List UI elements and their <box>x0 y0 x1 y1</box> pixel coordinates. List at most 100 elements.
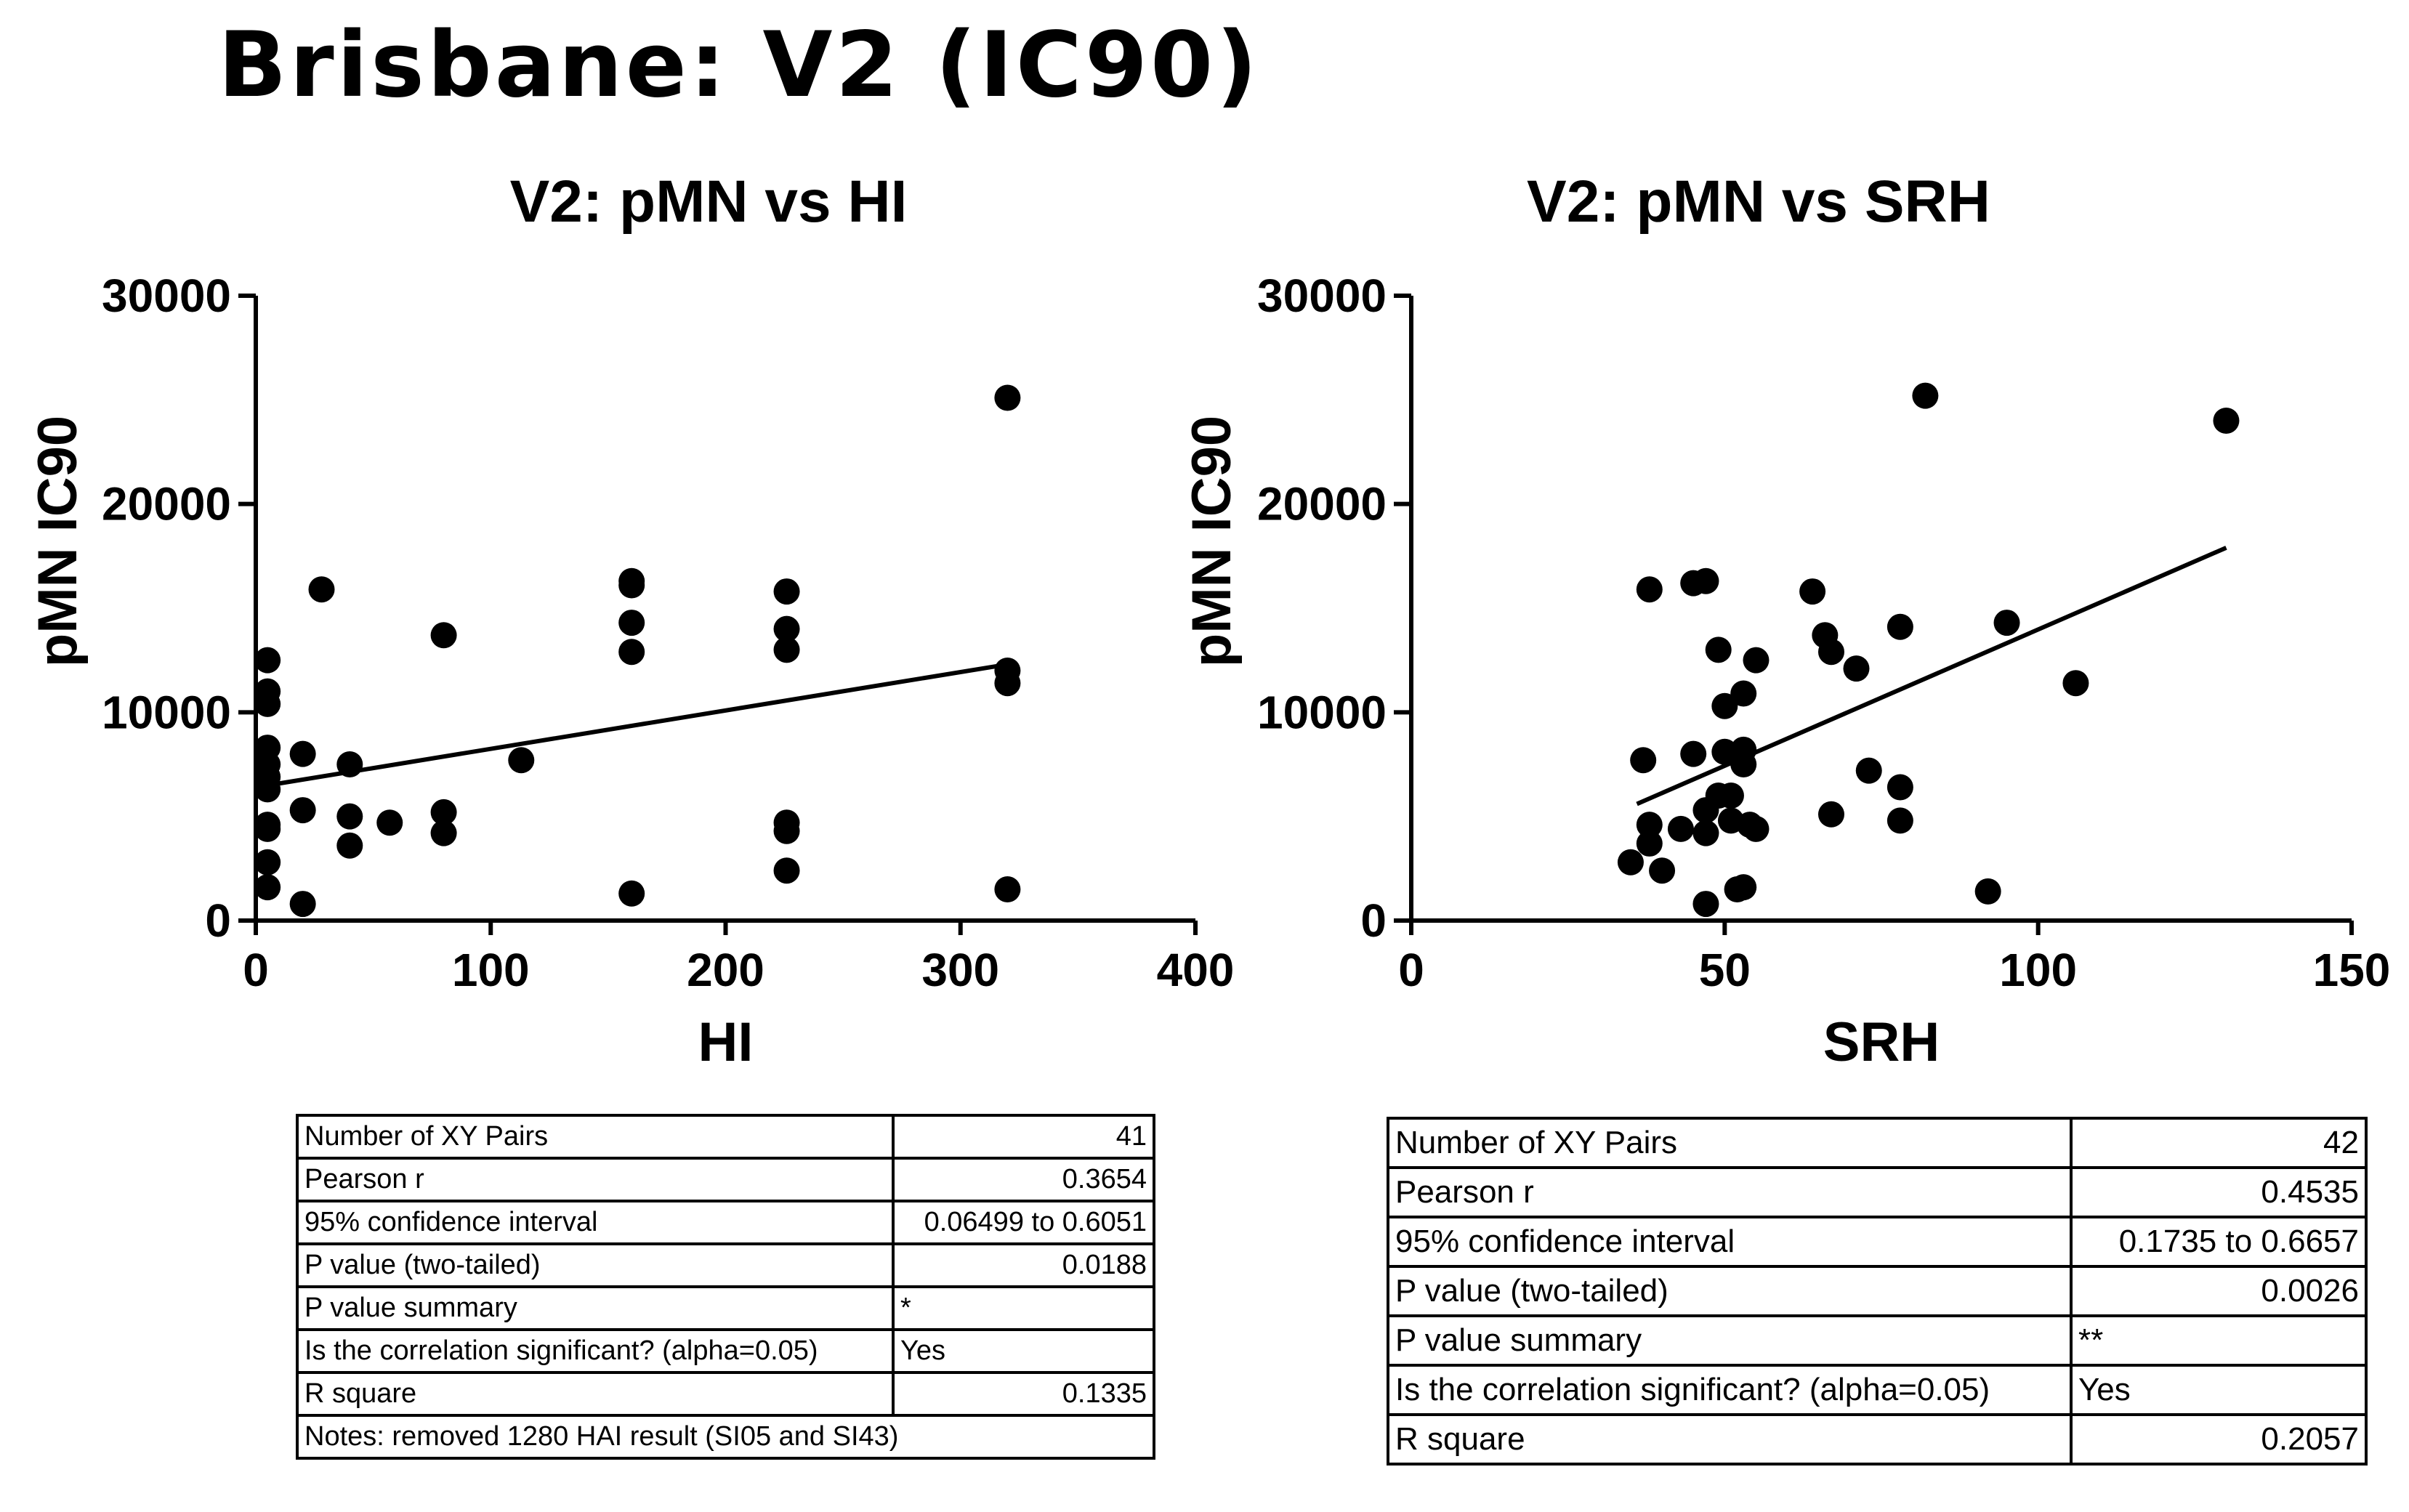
stats-srh-value: 42 <box>2070 1117 2368 1169</box>
stats-srh-value: 0.0026 <box>2070 1265 2368 1317</box>
chart2-x-tick-label: 150 <box>2313 944 2391 996</box>
stats-srh-row: 95% confidence interval 0.1735 to 0.6657 <box>1387 1216 2368 1268</box>
chart2-data-point <box>1887 613 1913 640</box>
chart2-data-point <box>1636 576 1663 603</box>
chart2-data-point <box>1692 891 1719 918</box>
chart2-data-point <box>1817 801 1844 828</box>
stats-hi-label: Number of XY Pairs <box>296 1114 895 1160</box>
stats-hi-label: R square <box>296 1371 895 1417</box>
chart1-data-point <box>430 820 457 846</box>
chart1-data-point <box>308 576 335 603</box>
chart2-x-tick-label: 50 <box>1699 944 1751 996</box>
stats-srh-value: ** <box>2070 1314 2368 1367</box>
chart1-y-tick-label: 20000 <box>102 478 231 530</box>
chart1-data-point <box>430 799 457 825</box>
chart1-data-point <box>254 874 281 901</box>
chart1-data-point <box>254 690 281 717</box>
stats-srh-row: Pearson r 0.4535 <box>1387 1166 2368 1218</box>
chart2-y-tick-label: 0 <box>1360 894 1387 947</box>
stats-srh-label: 95% confidence interval <box>1387 1216 2073 1268</box>
chart2-data-point <box>1743 647 1770 674</box>
chart2-x-tick-label: 0 <box>1398 944 1424 996</box>
stats-srh-value: Yes <box>2070 1364 2368 1416</box>
chart1-data-point <box>289 797 316 824</box>
chart2-group: V2: pMN vs SRH 0 50 100 150 0 10000 20000 30000 S… <box>1181 169 2390 1073</box>
chart2-data-point <box>1887 774 1913 801</box>
chart1-data-point <box>254 776 281 803</box>
chart2-data-point <box>1617 849 1644 876</box>
chart1-data-point <box>994 670 1021 697</box>
chart1-y-axis-label: pMN IC90 <box>27 416 89 667</box>
chart2-data-point <box>1974 878 2001 905</box>
chart1-x-tick-label: 200 <box>687 944 764 996</box>
stats-srh-value: 0.2057 <box>2070 1413 2368 1465</box>
chart1-data-point <box>336 751 363 777</box>
chart1-group: V2: pMN vs HI 0 100 200 300 400 0 10000 20000 300… <box>27 169 1234 1073</box>
chart2-data-point <box>1912 382 1939 409</box>
correlation-table-hi: Number of XY Pairs 41 Pearson r 0.3654 95% c… <box>296 1114 1155 1460</box>
chart1-x-tick-label: 0 <box>243 944 269 996</box>
stats-hi-label: P value (two-tailed) <box>296 1242 895 1288</box>
chart2-data-point <box>1993 610 2020 636</box>
chart1-data-point <box>376 809 403 836</box>
chart2-y-axis-label: pMN IC90 <box>1181 416 1243 667</box>
stats-hi-value: 0.0188 <box>892 1242 1155 1288</box>
chart2-data-point <box>1711 692 1738 719</box>
stats-srh-row: Is the correlation significant? (alpha=0… <box>1387 1364 2368 1416</box>
chart1-data-point <box>773 578 800 605</box>
chart2-data-point <box>1692 820 1719 846</box>
chart1-data-point <box>773 817 800 844</box>
stats-hi-value: * <box>892 1285 1155 1331</box>
chart2-data-point <box>1667 815 1694 842</box>
chart2-x-tick-label: 100 <box>1999 944 2077 996</box>
chart2-data-point <box>1730 874 1757 901</box>
chart1-data-point <box>336 832 363 859</box>
chart1-data-point <box>773 857 800 884</box>
chart1-data-point <box>618 639 645 666</box>
chart1-data-point <box>994 384 1021 411</box>
chart2-data-point <box>1717 783 1744 809</box>
chart1-data-point <box>336 803 363 830</box>
chart1-data-point <box>618 572 645 599</box>
stats-srh-value: 0.1735 to 0.6657 <box>2070 1216 2368 1268</box>
stats-hi-row: P value summary * <box>296 1285 1155 1331</box>
chart1-data-point <box>289 891 316 918</box>
stats-hi-row: P value (two-tailed) 0.0188 <box>296 1242 1155 1288</box>
stats-srh-label: Is the correlation significant? (alpha=0… <box>1387 1364 2073 1416</box>
chart2-data-point <box>1817 639 1844 666</box>
chart1-data-point <box>254 815 281 842</box>
chart2-y-tick-label: 20000 <box>1257 478 1387 530</box>
stats-hi-value: 0.1335 <box>892 1371 1155 1417</box>
page-title: Brisbane: V2 (IC90) <box>218 13 1261 118</box>
stats-srh-label: R square <box>1387 1413 2073 1465</box>
chart1-x-axis-label: HI <box>698 1011 754 1073</box>
stats-hi-row: Pearson r 0.3654 <box>296 1157 1155 1202</box>
stats-hi-notes-row: Notes: removed 1280 HAI result (SI05 and… <box>296 1414 1155 1460</box>
chart1-data-point <box>289 740 316 767</box>
stats-hi-value: 41 <box>892 1114 1155 1160</box>
stats-srh-label: P value summary <box>1387 1314 2073 1367</box>
chart1-data-point <box>773 636 800 663</box>
stats-hi-notes: Notes: removed 1280 HAI result (SI05 and… <box>296 1414 1155 1460</box>
chart1-y-tick-label: 10000 <box>102 686 231 738</box>
chart2-data-point <box>1649 857 1676 884</box>
stats-hi-row: R square 0.1335 <box>296 1371 1155 1417</box>
chart2-title: V2: pMN vs SRH <box>1527 169 1990 235</box>
chart2-data-point <box>1799 578 1826 605</box>
chart2-data-point <box>1692 567 1719 594</box>
stats-hi-row: Is the correlation significant? (alpha=0… <box>296 1328 1155 1374</box>
chart2-data-point <box>1887 807 1913 834</box>
stats-srh-label: P value (two-tailed) <box>1387 1265 2073 1317</box>
chart1-x-tick-label: 400 <box>1157 944 1235 996</box>
chart2-data-point <box>2213 408 2240 434</box>
stats-srh-row: Number of XY Pairs 42 <box>1387 1117 2368 1169</box>
stats-srh-label: Number of XY Pairs <box>1387 1117 2073 1169</box>
chart2-data-point <box>1680 740 1707 767</box>
correlation-table-srh: Number of XY Pairs 42 Pearson r 0.4535 95% c… <box>1387 1117 2368 1465</box>
chart1-y-tick-label: 30000 <box>102 270 231 322</box>
chart1-data-point <box>430 622 457 649</box>
chart1-y-tick-label: 0 <box>205 894 231 947</box>
stats-srh-value: 0.4535 <box>2070 1166 2368 1218</box>
chart2-data-point <box>1636 812 1663 838</box>
